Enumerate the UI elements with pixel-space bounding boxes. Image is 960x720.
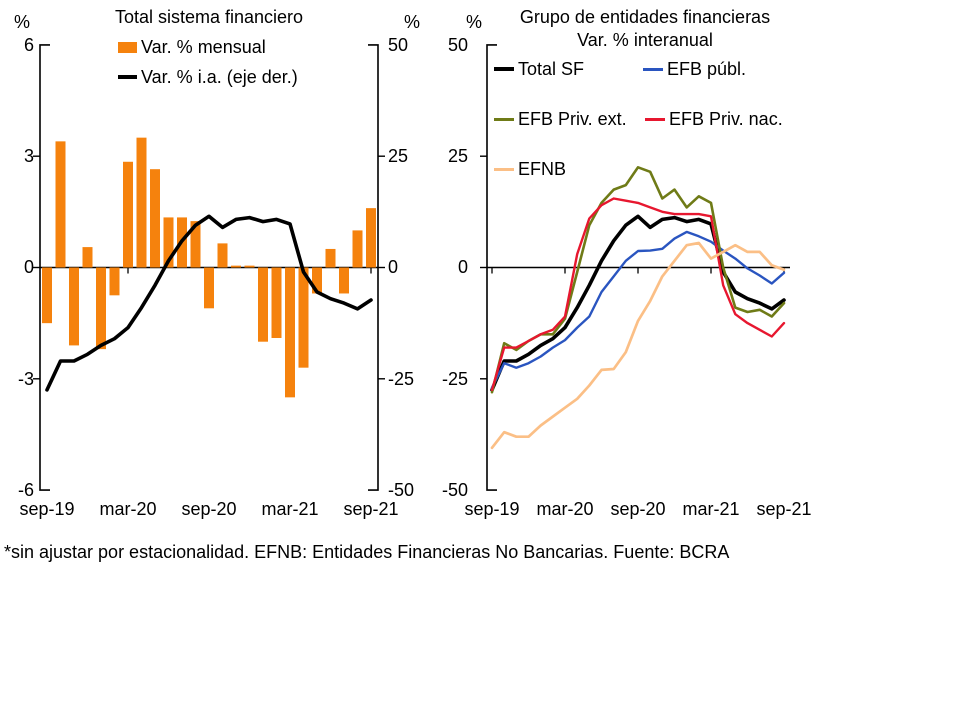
left-axis-tick: 6 <box>23 35 34 55</box>
monthly-var-bar <box>312 267 322 294</box>
monthly-var-bar <box>285 267 295 398</box>
monthly-var-bar <box>271 267 282 338</box>
right-chart-title: Grupo de entidades financieras <box>519 7 771 27</box>
monthly-var-bar <box>96 267 106 350</box>
line-series-swatch <box>118 75 137 79</box>
legend-label: EFNB <box>518 158 567 179</box>
monthly-var-bar <box>339 267 349 294</box>
monthly-var-bar <box>231 265 241 268</box>
series-line-efb-priv-nac- <box>490 197 786 392</box>
monthly-var-bar <box>258 267 268 342</box>
legend-label: Var. % i.a. (eje der.) <box>141 66 298 87</box>
monthly-var-bar <box>123 161 133 268</box>
left-axis-tick: -3 <box>17 369 34 389</box>
x-tick-label: sep-19 <box>464 499 520 519</box>
interannual-var-line <box>45 214 373 392</box>
right-chart-axis-unit: % <box>466 12 483 32</box>
monthly-var-bar <box>42 267 52 324</box>
monthly-var-bar <box>366 208 376 268</box>
monthly-var-bar <box>204 267 214 309</box>
x-tick-label: sep-20 <box>181 499 237 519</box>
monthly-var-bar <box>109 267 120 296</box>
monthly-var-bar <box>352 230 363 268</box>
bar-series-swatch <box>118 41 137 53</box>
line-series-swatch <box>494 117 514 121</box>
left-chart-right-axis-unit: % <box>404 12 421 32</box>
series-line-total-sf <box>490 214 786 392</box>
right-axis-tick: 25 <box>388 146 409 166</box>
x-tick-label: sep-19 <box>19 499 75 519</box>
y-axis-tick: 25 <box>447 146 468 166</box>
x-tick-label: mar-21 <box>682 499 740 519</box>
legend-label: EFB públ. <box>667 58 747 79</box>
monthly-var-bar <box>150 169 160 268</box>
y-axis-tick: -25 <box>441 369 468 389</box>
x-tick-label: sep-21 <box>343 499 399 519</box>
x-tick-label: sep-20 <box>610 499 666 519</box>
legend-efb-priv-nac: EFB Priv. nac. <box>645 108 783 130</box>
legend-efnb: EFNB <box>494 158 566 180</box>
left-axis-tick: 3 <box>23 146 34 166</box>
series-line-efnb <box>490 241 786 450</box>
x-tick-label: mar-20 <box>99 499 157 519</box>
left-axis-tick: 0 <box>23 257 34 277</box>
line-series-swatch <box>494 167 514 171</box>
legend-label: Total SF <box>518 58 585 79</box>
legend-label: Var. % mensual <box>141 36 266 57</box>
right-axis-tick: 50 <box>388 35 409 55</box>
charts-canvas <box>33 44 790 491</box>
legend-efb-priv-ext: EFB Priv. ext. <box>494 108 627 130</box>
monthly-var-bar <box>69 267 79 346</box>
monthly-var-bar <box>190 221 201 268</box>
y-axis-tick: 50 <box>447 35 468 55</box>
y-axis-tick: -50 <box>441 480 468 500</box>
line-series-swatch <box>643 67 663 71</box>
legend-var-mensual: Var. % mensual <box>118 36 266 58</box>
x-tick-label: sep-21 <box>756 499 812 519</box>
legend-label: EFB Priv. ext. <box>518 108 627 129</box>
monthly-var-bar <box>82 247 93 268</box>
left-chart-left-axis-unit: % <box>14 12 31 32</box>
series-line-efb-p-bl- <box>490 230 786 389</box>
legend-total-sf: Total SF <box>494 58 584 80</box>
monthly-var-bar <box>136 137 147 268</box>
right-axis-tick: -50 <box>388 480 415 500</box>
monthly-var-bar <box>55 141 66 268</box>
right-axis-tick: -25 <box>388 369 415 389</box>
legend-label: EFB Priv. nac. <box>669 108 783 129</box>
x-tick-label: mar-21 <box>261 499 319 519</box>
monthly-var-bar <box>163 217 174 268</box>
monthly-var-bar <box>244 265 255 268</box>
x-tick-label: mar-20 <box>536 499 594 519</box>
monthly-var-bar <box>217 243 228 268</box>
monthly-var-bar <box>325 248 336 268</box>
footnote: *sin ajustar por estacionalidad. EFNB: E… <box>4 542 730 562</box>
line-series-swatch <box>494 67 514 71</box>
left-chart-title: Total sistema financiero <box>114 7 304 27</box>
line-series-swatch <box>645 117 665 121</box>
left-axis-tick: -6 <box>17 480 34 500</box>
monthly-var-bar <box>298 267 309 368</box>
legend-efb-publ: EFB públ. <box>643 58 746 80</box>
y-axis-tick: 0 <box>457 257 468 277</box>
legend-var-interanual: Var. % i.a. (eje der.) <box>118 66 298 88</box>
right-chart-subtitle: Var. % interanual <box>577 30 713 50</box>
right-axis-tick: 0 <box>388 257 399 277</box>
